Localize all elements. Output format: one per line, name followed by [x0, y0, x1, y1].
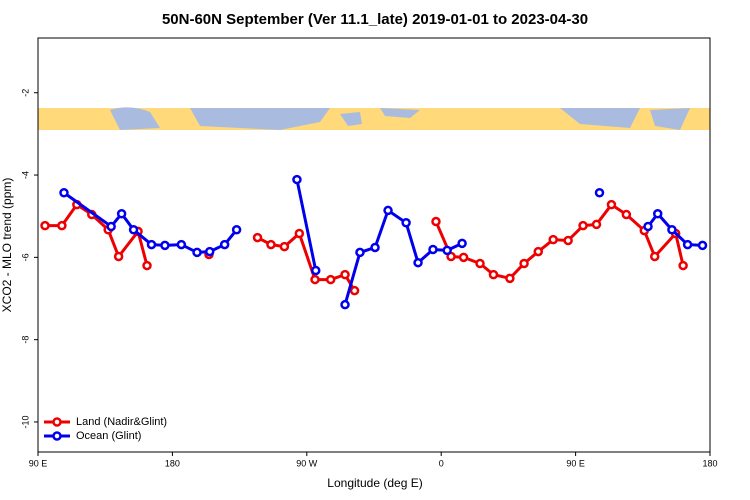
- point: [252, 232, 263, 243]
- point: [355, 247, 365, 258]
- map-strip: [38, 107, 710, 130]
- legend-marker: [52, 417, 62, 427]
- point: [106, 221, 116, 232]
- x-axis-label: Longitude (deg E): [327, 476, 422, 490]
- point: [457, 238, 467, 249]
- x-tick-label: 90 W: [296, 458, 318, 468]
- point: [142, 260, 152, 271]
- point: [678, 260, 688, 271]
- point: [697, 240, 708, 251]
- y-tick-label: -2: [20, 89, 30, 97]
- point: [401, 218, 411, 228]
- point: [413, 257, 423, 268]
- point: [643, 221, 653, 232]
- point: [279, 241, 290, 252]
- point: [519, 258, 529, 269]
- y-axis-label: XCO2 - MLO trend (ppm): [0, 178, 14, 313]
- point: [113, 251, 124, 262]
- point: [505, 273, 515, 284]
- point: [128, 225, 139, 235]
- point: [594, 187, 605, 198]
- point: [591, 219, 602, 230]
- point: [383, 205, 393, 216]
- x-tick-label: 90 E: [29, 458, 48, 468]
- point: [578, 220, 588, 231]
- point: [548, 234, 558, 245]
- point: [682, 239, 693, 250]
- point: [458, 252, 469, 263]
- point: [59, 187, 69, 198]
- point: [563, 235, 573, 246]
- point: [176, 239, 187, 250]
- point: [310, 274, 320, 285]
- point: [652, 208, 663, 219]
- x-tick-label: 0: [439, 458, 444, 468]
- legend-label: Ocean (Glint): [76, 430, 141, 442]
- point: [231, 225, 242, 235]
- x-tick-label: 180: [702, 458, 717, 468]
- point: [146, 239, 157, 250]
- point: [325, 274, 336, 285]
- point: [204, 246, 215, 257]
- point: [442, 245, 452, 256]
- point: [57, 220, 67, 231]
- point: [428, 244, 438, 255]
- x-tick-label: 180: [165, 458, 180, 468]
- plot-frame: [37, 37, 711, 453]
- y-tick-label: -6: [20, 253, 30, 261]
- legend-label: Land (Nadir&Glint): [76, 416, 167, 428]
- point: [488, 269, 499, 280]
- y-tick-label: -4: [20, 171, 30, 179]
- point: [266, 239, 276, 250]
- chart-title: 50N-60N September (Ver 11.1_late) 2019-0…: [162, 11, 588, 28]
- point: [311, 265, 321, 276]
- point: [40, 220, 50, 231]
- point: [192, 247, 202, 258]
- x-tick-label: 90 E: [566, 458, 585, 468]
- point: [370, 242, 380, 253]
- point: [621, 209, 632, 220]
- point: [340, 269, 350, 280]
- point: [340, 299, 350, 310]
- point: [219, 239, 230, 250]
- point: [431, 216, 441, 227]
- point: [475, 258, 485, 269]
- point: [533, 246, 544, 257]
- point: [667, 225, 677, 235]
- y-tick-label: -10: [20, 415, 30, 428]
- legend-marker: [52, 431, 62, 441]
- point: [649, 251, 660, 262]
- point: [116, 208, 127, 219]
- point: [606, 199, 617, 210]
- point: [160, 240, 170, 251]
- point: [294, 228, 305, 239]
- point: [292, 174, 302, 185]
- y-tick-label: -8: [20, 336, 30, 344]
- point: [349, 285, 360, 296]
